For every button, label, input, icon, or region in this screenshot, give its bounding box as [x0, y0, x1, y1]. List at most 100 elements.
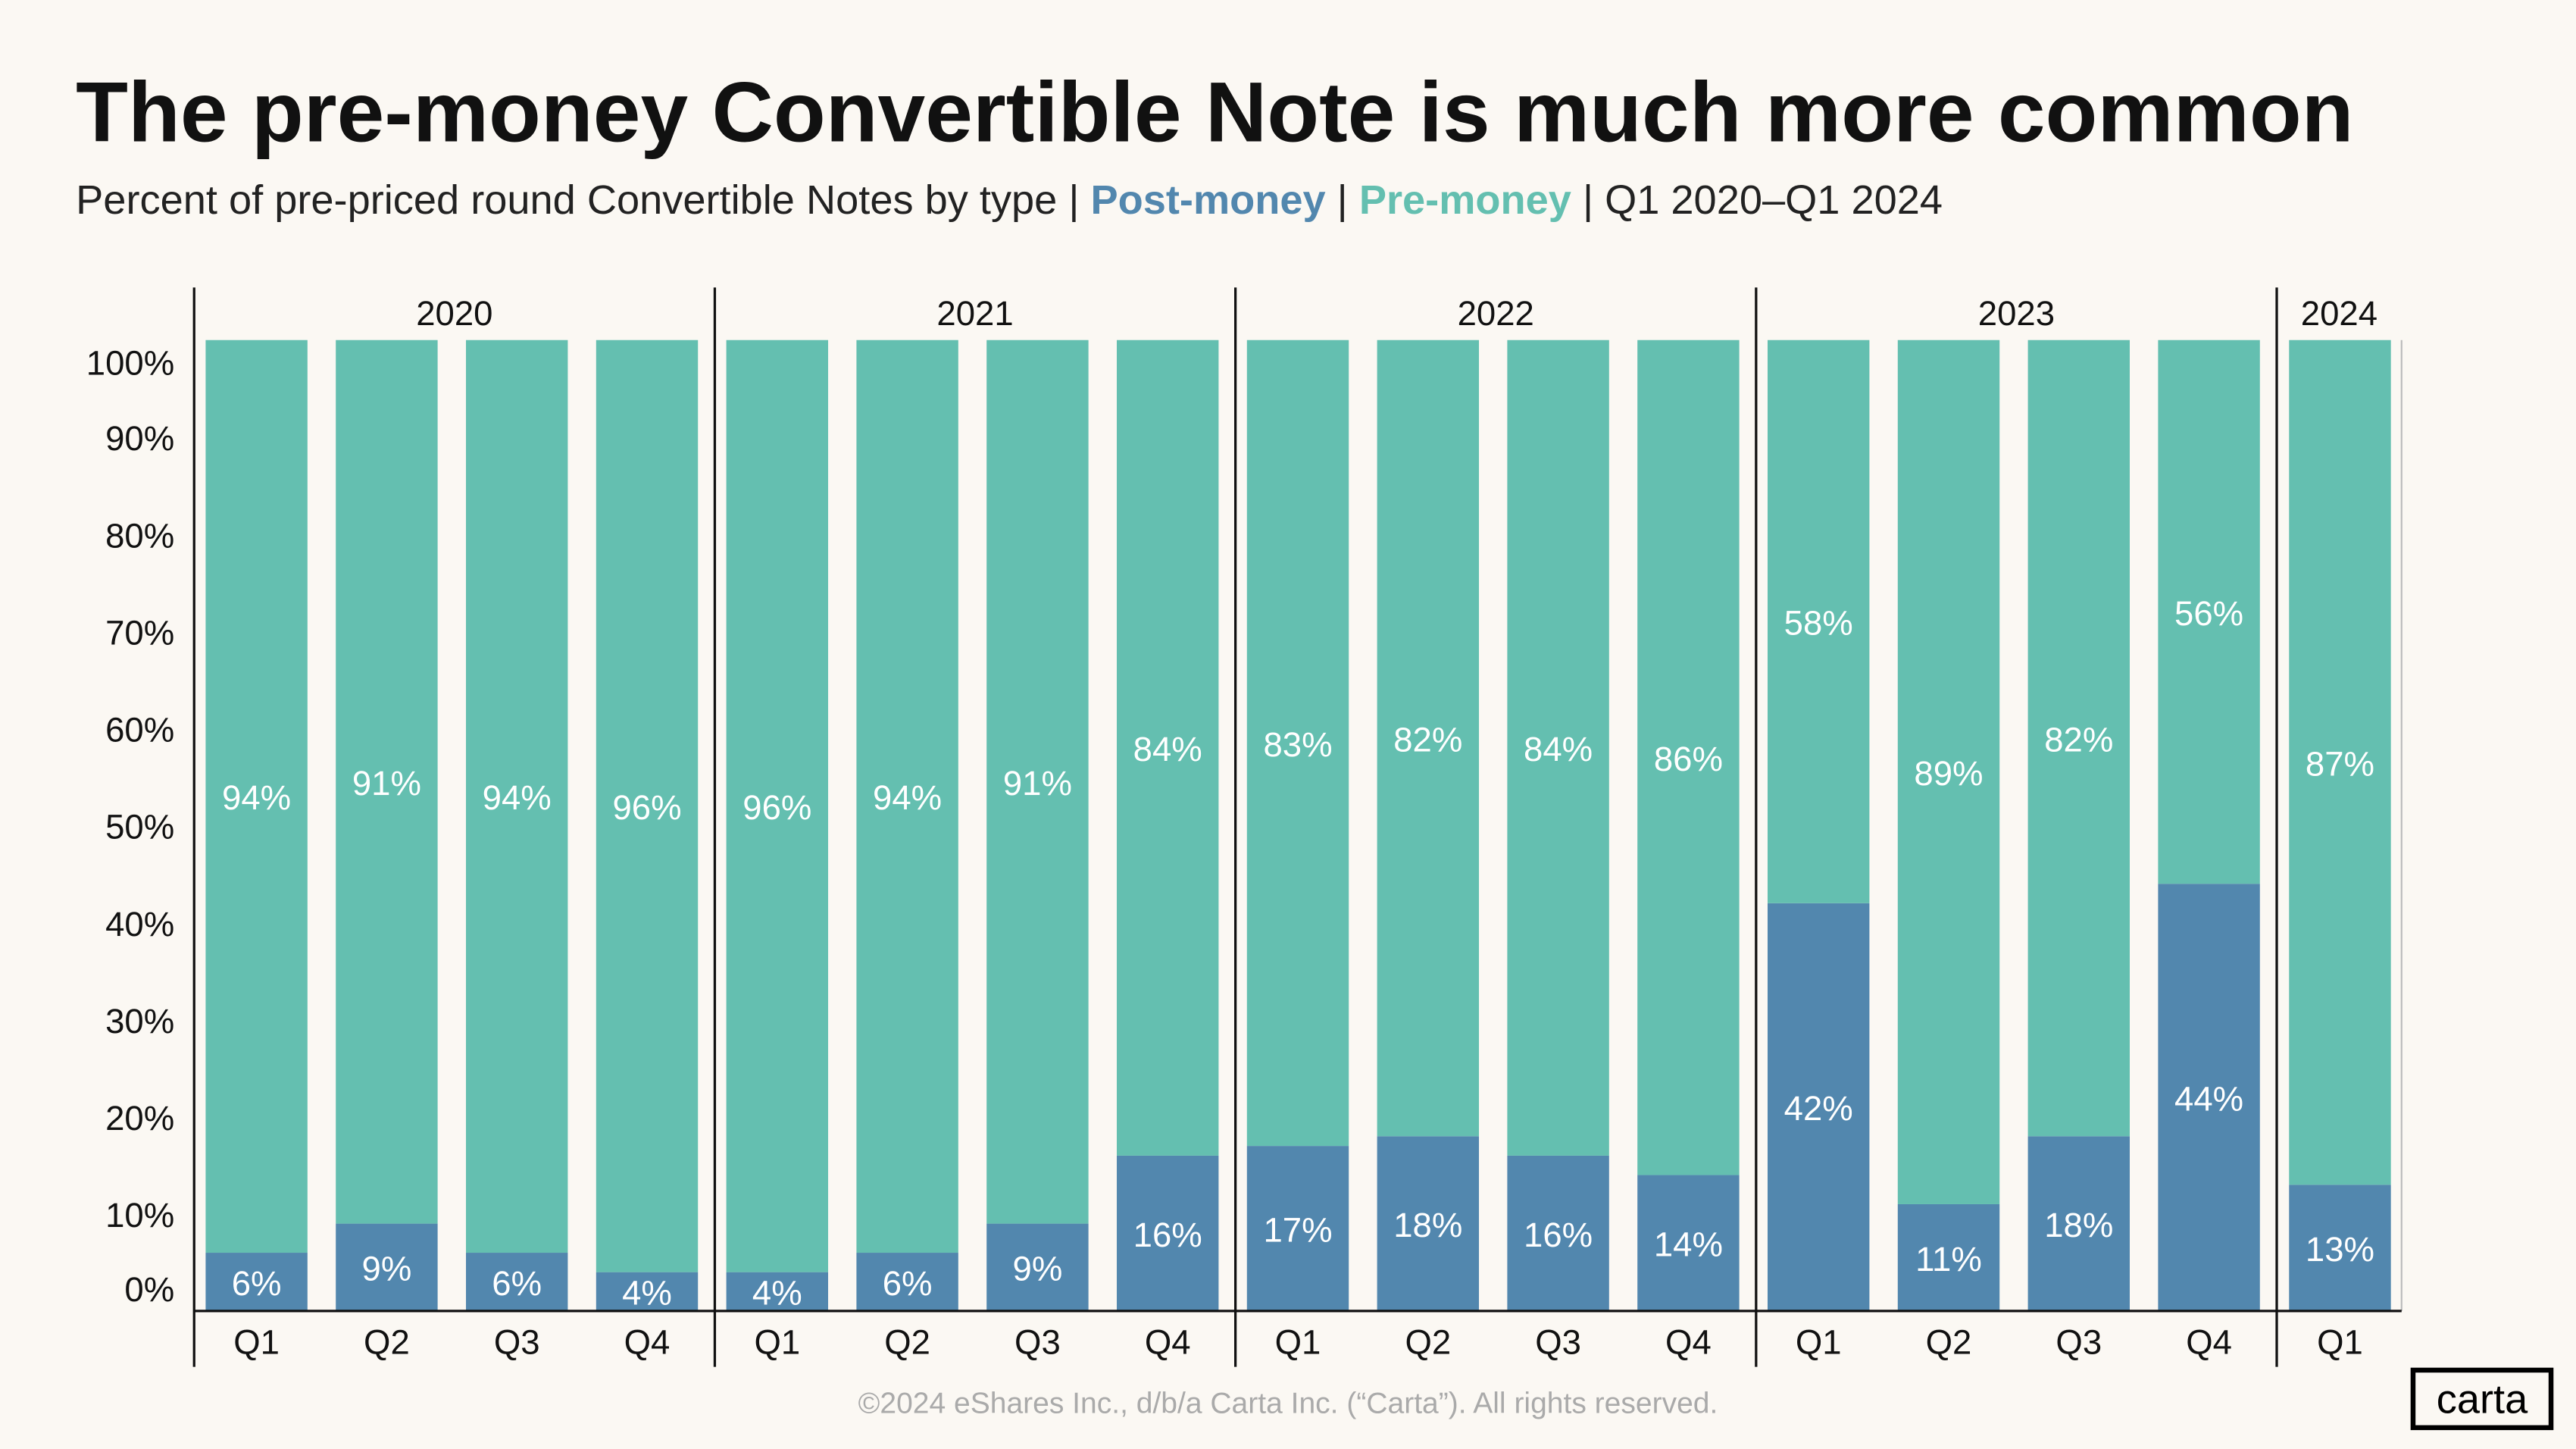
carta-logo: carta	[2410, 1367, 2554, 1431]
bar-post-money	[986, 1223, 1089, 1311]
year-label: 2023	[1978, 294, 2055, 333]
bar-pre-money	[726, 340, 829, 1272]
year-label: 2024	[2301, 294, 2377, 333]
bar-pre-money	[1767, 340, 1870, 903]
data-label-post-money: 13%	[2306, 1230, 2374, 1269]
y-tick-label: 90%	[105, 419, 174, 458]
data-label-post-money: 18%	[1393, 1206, 1462, 1244]
legend-pre-money: Pre-money	[1359, 177, 1571, 223]
data-label-pre-money: 91%	[1003, 764, 1072, 803]
bar-pre-money	[1637, 340, 1740, 1175]
bar-pre-money	[596, 340, 699, 1272]
x-tick-label: Q1	[1796, 1322, 1842, 1361]
data-label-post-money: 4%	[752, 1274, 802, 1313]
copyright-footer: ©2024 eShares Inc., d/b/a Carta Inc. (“C…	[858, 1387, 1718, 1419]
x-tick-label: Q3	[1014, 1322, 1061, 1361]
data-label-post-money: 18%	[2044, 1206, 2113, 1244]
x-tick-label: Q4	[624, 1322, 671, 1361]
x-tick-label: Q1	[754, 1322, 800, 1361]
bar-pre-money	[2289, 340, 2391, 1185]
bar-post-money	[1637, 1175, 1740, 1311]
bar-post-money	[1507, 1155, 1609, 1311]
bar-post-money	[726, 1272, 829, 1311]
data-label-post-money: 44%	[2174, 1079, 2243, 1118]
data-label-pre-money: 86%	[1654, 740, 1723, 778]
data-label-pre-money: 56%	[2174, 594, 2243, 633]
y-tick-label: 50%	[105, 808, 174, 847]
data-label-pre-money: 58%	[1784, 604, 1853, 643]
bar-pre-money	[1507, 340, 1609, 1156]
x-tick-label: Q3	[2055, 1322, 2102, 1361]
bar-post-money	[336, 1223, 438, 1311]
data-label-post-money: 6%	[883, 1264, 933, 1303]
y-tick-label: 30%	[105, 1002, 174, 1041]
x-tick-label: Q3	[494, 1322, 540, 1361]
carta-logo-wordmark: carta	[2437, 1376, 2528, 1422]
data-label-pre-money: 83%	[1263, 725, 1332, 764]
subtitle-date-range: | Q1 2020–Q1 2024	[1571, 177, 1943, 223]
data-label-post-money: 6%	[232, 1264, 282, 1303]
x-tick-label: Q4	[1145, 1322, 1191, 1361]
bar-post-money	[1117, 1155, 1219, 1311]
data-label-pre-money: 94%	[222, 778, 291, 817]
bar-pre-money	[466, 340, 568, 1253]
bar-pre-money	[2027, 340, 2130, 1137]
bar-post-money	[2158, 884, 2260, 1311]
chart-subtitle: Percent of pre-priced round Convertible …	[76, 177, 1943, 223]
bar-pre-money	[986, 340, 1089, 1224]
year-label: 2020	[416, 294, 492, 333]
y-tick-label: 40%	[105, 905, 174, 944]
data-label-pre-money: 94%	[483, 778, 552, 817]
carta-logo-frame	[2410, 1367, 2554, 1431]
data-label-post-money: 4%	[622, 1274, 672, 1313]
x-tick-label: Q2	[1405, 1322, 1451, 1361]
bar-post-money	[1897, 1203, 2000, 1311]
data-label-post-money: 6%	[492, 1264, 542, 1303]
x-tick-label: Q2	[364, 1322, 410, 1361]
year-label: 2021	[936, 294, 1013, 333]
bar-post-money	[205, 1253, 308, 1311]
x-tick-label: Q2	[884, 1322, 930, 1361]
y-tick-label: 10%	[105, 1196, 174, 1235]
legend-post-money: Post-money	[1091, 177, 1326, 223]
data-label-pre-money: 84%	[1524, 730, 1593, 768]
y-tick-label: 60%	[105, 711, 174, 750]
bar-post-money	[1767, 903, 1870, 1311]
bar-pre-money	[1117, 340, 1219, 1156]
data-label-pre-money: 84%	[1133, 730, 1202, 768]
data-label-pre-money: 89%	[1914, 754, 1983, 793]
data-label-pre-money: 82%	[2044, 720, 2113, 759]
bar-post-money	[466, 1253, 568, 1311]
bar-pre-money	[336, 340, 438, 1224]
bar-post-money	[596, 1272, 699, 1311]
data-label-pre-money: 96%	[612, 788, 681, 827]
data-label-post-money: 9%	[1013, 1250, 1063, 1288]
x-tick-label: Q1	[233, 1322, 280, 1361]
y-tick-label: 0%	[124, 1270, 174, 1309]
data-label-post-money: 11%	[1915, 1240, 1982, 1278]
subtitle-prefix: Percent of pre-priced round Convertible …	[76, 177, 1090, 223]
y-tick-label: 100%	[86, 343, 174, 382]
plot-area: 0% 10% 20% 30% 40% 50% 60% 70% 80% 90% 100% 6% 94% Q1…	[86, 287, 2402, 1367]
bar-post-money	[1246, 1146, 1349, 1311]
data-label-pre-money: 94%	[873, 778, 942, 817]
x-tick-label: Q1	[2317, 1322, 2363, 1361]
year-label: 2022	[1458, 294, 1534, 333]
data-label-post-money: 42%	[1784, 1089, 1853, 1128]
bar-post-money	[2289, 1185, 2391, 1311]
bar-pre-money	[1897, 340, 2000, 1204]
data-label-pre-money: 91%	[352, 764, 421, 803]
bar-pre-money	[205, 340, 308, 1253]
x-tick-label: Q1	[1275, 1322, 1321, 1361]
data-label-post-money: 16%	[1524, 1216, 1593, 1254]
x-tick-label: Q4	[1665, 1322, 1712, 1361]
subtitle-separator: |	[1326, 177, 1359, 223]
y-tick-label: 80%	[105, 516, 174, 555]
data-label-post-money: 16%	[1133, 1216, 1202, 1254]
data-label-pre-money: 82%	[1393, 720, 1462, 759]
bar-pre-money	[1377, 340, 1480, 1137]
bar-post-money	[856, 1253, 958, 1311]
bar-pre-money	[856, 340, 958, 1253]
x-tick-label: Q4	[2186, 1322, 2232, 1361]
